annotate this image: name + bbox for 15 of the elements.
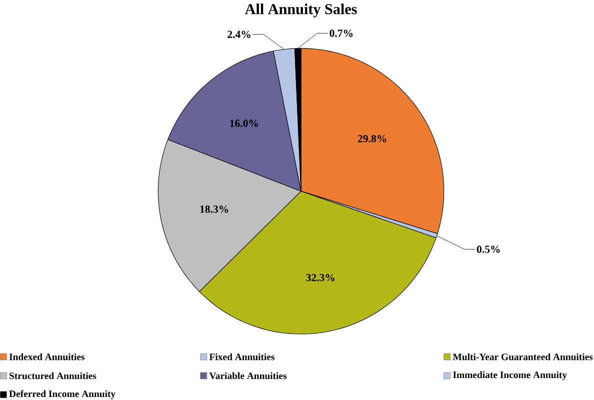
data-label: 32.3% xyxy=(306,274,334,282)
legend-label: Indexed Annuities xyxy=(9,353,85,360)
legend-label: Variable Annuities xyxy=(209,372,287,380)
legend-label: Immediate Income Annuity xyxy=(453,371,567,380)
data-label: 18.3% xyxy=(200,205,228,213)
data-label: 2.4% xyxy=(228,30,250,38)
legend-label: Fixed Annuities xyxy=(209,353,275,360)
data-label: 0.7% xyxy=(330,30,353,37)
chart-title: All Annuity Sales xyxy=(244,3,357,18)
legend-label: Deferred Income Annuity xyxy=(9,390,116,400)
data-label: 29.8% xyxy=(358,134,386,142)
legend-label: Multi-Year Guaranteed Annuities xyxy=(452,353,593,360)
legend-label: Structured Annuities xyxy=(10,372,96,380)
data-label: 16.0% xyxy=(230,120,258,127)
data-label: 0.5% xyxy=(476,246,500,253)
